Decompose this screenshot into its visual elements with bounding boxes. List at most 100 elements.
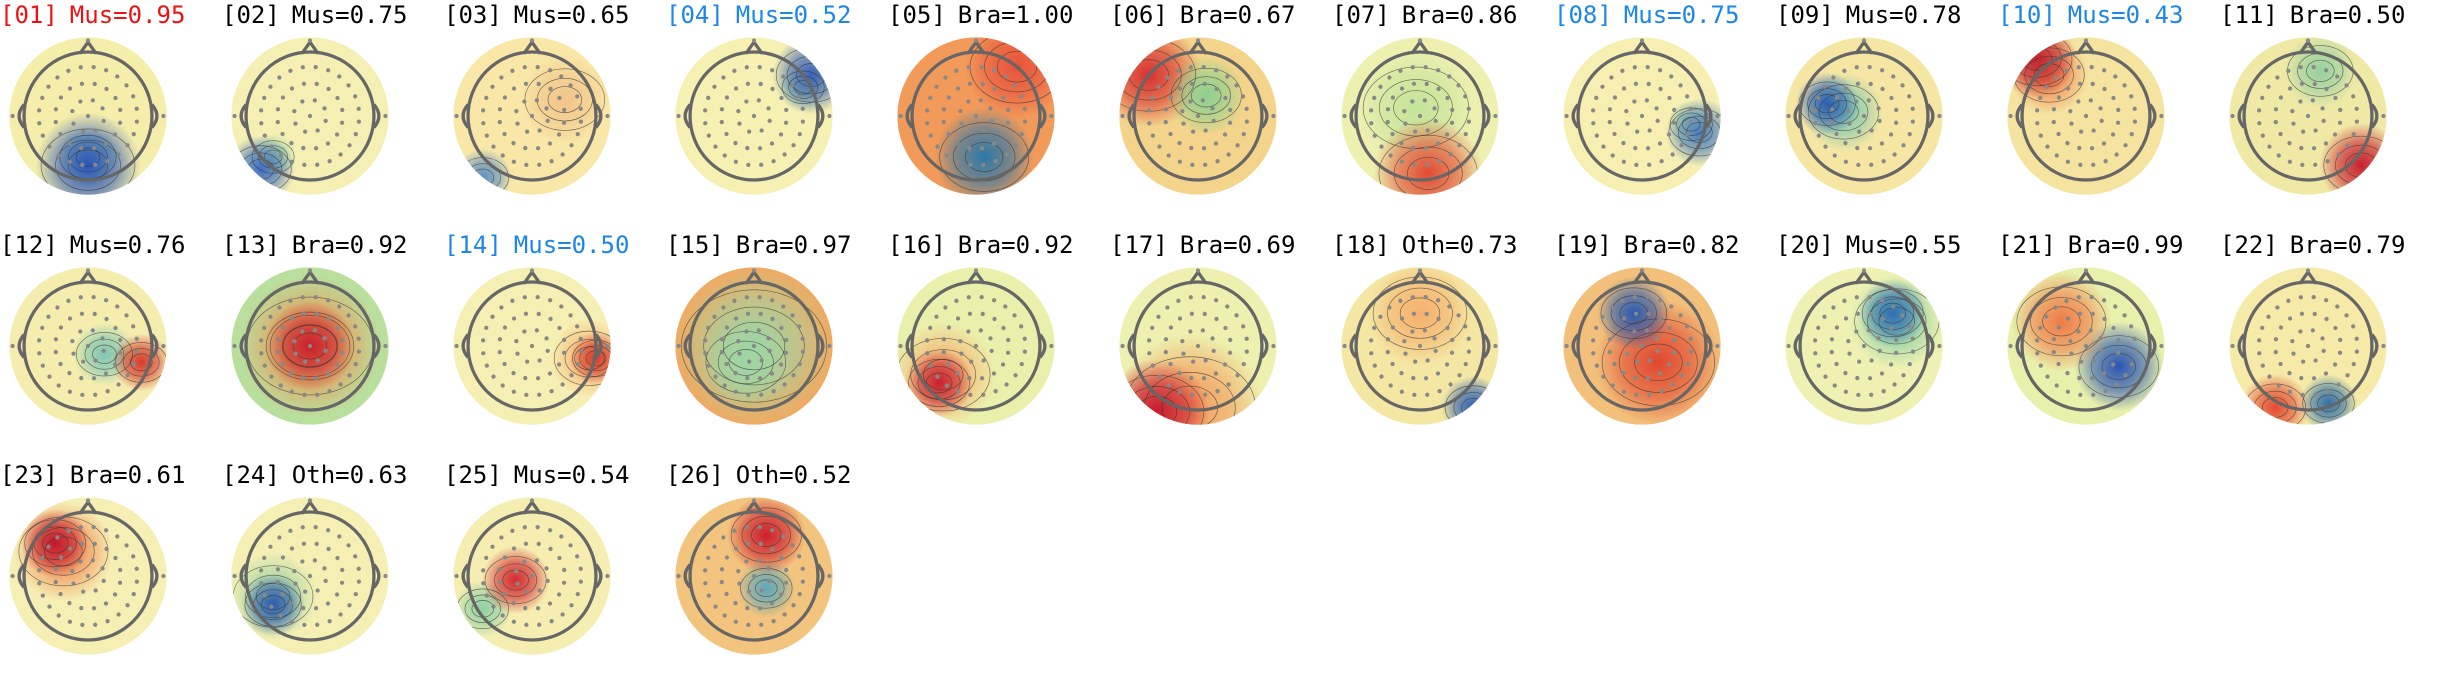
electrode-dot xyxy=(746,622,751,628)
electrode-dot xyxy=(2051,337,2057,342)
topomap xyxy=(897,37,1055,195)
electrode-dot xyxy=(1564,343,1569,349)
electrode-dot xyxy=(289,546,295,551)
electrode-dot xyxy=(676,573,681,579)
component-class-score: Bra=0.67 xyxy=(1179,1,1296,29)
electrode-dot xyxy=(70,569,75,574)
electrode-dot xyxy=(1411,375,1416,381)
electrode-dot xyxy=(346,543,351,548)
electrode-dot xyxy=(1669,304,1674,309)
component-cell: [21] Bra=0.99 xyxy=(1998,230,2223,465)
electrode-dot xyxy=(1202,311,1207,317)
electrode-dot xyxy=(161,573,166,579)
electrode-dot xyxy=(1646,81,1651,87)
contour-line xyxy=(245,574,302,619)
electrode-dot xyxy=(484,593,489,598)
electrode-dot xyxy=(1004,152,1009,157)
right-ear-icon xyxy=(1704,333,1713,359)
electrode-dot xyxy=(511,600,516,606)
electrode-dot xyxy=(1624,339,1629,344)
electrode-dot xyxy=(958,339,963,344)
electrode-dot xyxy=(1215,389,1220,394)
electrode-dot xyxy=(935,144,940,149)
electrode-dot xyxy=(706,593,711,598)
electrode-dot xyxy=(790,313,795,318)
electrode-dot xyxy=(2083,268,2089,273)
contour-line xyxy=(923,359,964,391)
electrode-dot xyxy=(1372,363,1377,368)
component-title: [14] Mus=0.50 xyxy=(444,230,629,260)
activation-blob xyxy=(726,497,806,575)
electrode-dot xyxy=(757,606,763,611)
contour-line xyxy=(255,583,291,610)
electrode-dot xyxy=(1832,383,1837,388)
electrode-dot xyxy=(2256,108,2262,113)
electrode-dot xyxy=(327,159,332,164)
electrode-dot xyxy=(522,99,527,104)
electrode-dot xyxy=(112,592,118,597)
electrode-dot xyxy=(2260,325,2265,331)
electrode-dot xyxy=(490,544,495,549)
electrode-dot xyxy=(1225,74,1230,79)
contour-line xyxy=(1393,90,1439,126)
electrode-dot xyxy=(1226,382,1231,387)
electrode-dot xyxy=(315,162,320,167)
electrode-dot xyxy=(1013,373,1018,378)
component-class-score: Mus=0.43 xyxy=(2067,1,2184,29)
electrode-dot xyxy=(779,95,784,101)
electrode-dot xyxy=(978,328,983,333)
electrode-dot xyxy=(322,106,327,111)
electrode-dot xyxy=(2345,143,2350,148)
electrode-dot xyxy=(314,541,319,547)
electrode-dot xyxy=(515,121,520,126)
electrode-dot xyxy=(37,351,42,356)
electrode-dot xyxy=(529,113,535,119)
electrode-dot xyxy=(113,95,118,101)
electrode-dot xyxy=(955,316,961,321)
contour-line xyxy=(40,128,136,195)
electrode-dot xyxy=(1634,162,1639,168)
electrode-dot xyxy=(548,86,553,92)
right-ear-icon xyxy=(1482,333,1491,359)
activation-blob xyxy=(904,348,974,418)
electrode-dot xyxy=(2300,392,2305,398)
electrode-dot xyxy=(1234,83,1239,88)
component-title: [22] Bra=0.79 xyxy=(2220,230,2405,260)
electrode-dot xyxy=(262,325,267,331)
electrode-dot xyxy=(1834,95,1840,100)
electrode-dot xyxy=(302,162,307,168)
electrode-dot xyxy=(81,359,86,364)
electrode-dot xyxy=(1203,162,1208,167)
electrode-dot xyxy=(568,313,573,318)
electrode-dot xyxy=(1387,305,1392,310)
electrode-dot xyxy=(280,555,286,560)
electrode-dot xyxy=(1012,313,1017,318)
electrode-dot xyxy=(525,359,530,364)
left-ear-icon xyxy=(461,333,470,359)
electrode-dot xyxy=(2313,128,2318,133)
electrode-dot xyxy=(500,383,505,388)
contour-line xyxy=(703,306,805,386)
electrode-dot xyxy=(1685,324,1690,329)
electrode-dot xyxy=(490,314,495,319)
electrode-dot xyxy=(2076,65,2081,70)
electrode-dot xyxy=(1466,349,1472,354)
left-ear-icon xyxy=(17,103,26,129)
electrode-dot xyxy=(2338,337,2343,343)
electrode-dot xyxy=(745,605,750,611)
electrode-dot xyxy=(1210,336,1215,341)
right-ear-icon xyxy=(2148,103,2157,129)
topomap xyxy=(9,267,167,425)
electrode-dot xyxy=(1632,65,1637,70)
electrode-dot xyxy=(1654,336,1659,341)
electrode-dot xyxy=(1156,84,1161,89)
electrode-dot xyxy=(1157,374,1162,379)
electrode-dot xyxy=(827,573,832,579)
electrode-dot xyxy=(85,113,91,119)
electrode-dot xyxy=(751,573,757,579)
electrode-dot xyxy=(537,358,542,363)
electrode-dot xyxy=(322,336,327,341)
topomap xyxy=(1341,267,1499,425)
electrode-dot xyxy=(293,351,298,356)
electrode-dot xyxy=(757,376,763,381)
